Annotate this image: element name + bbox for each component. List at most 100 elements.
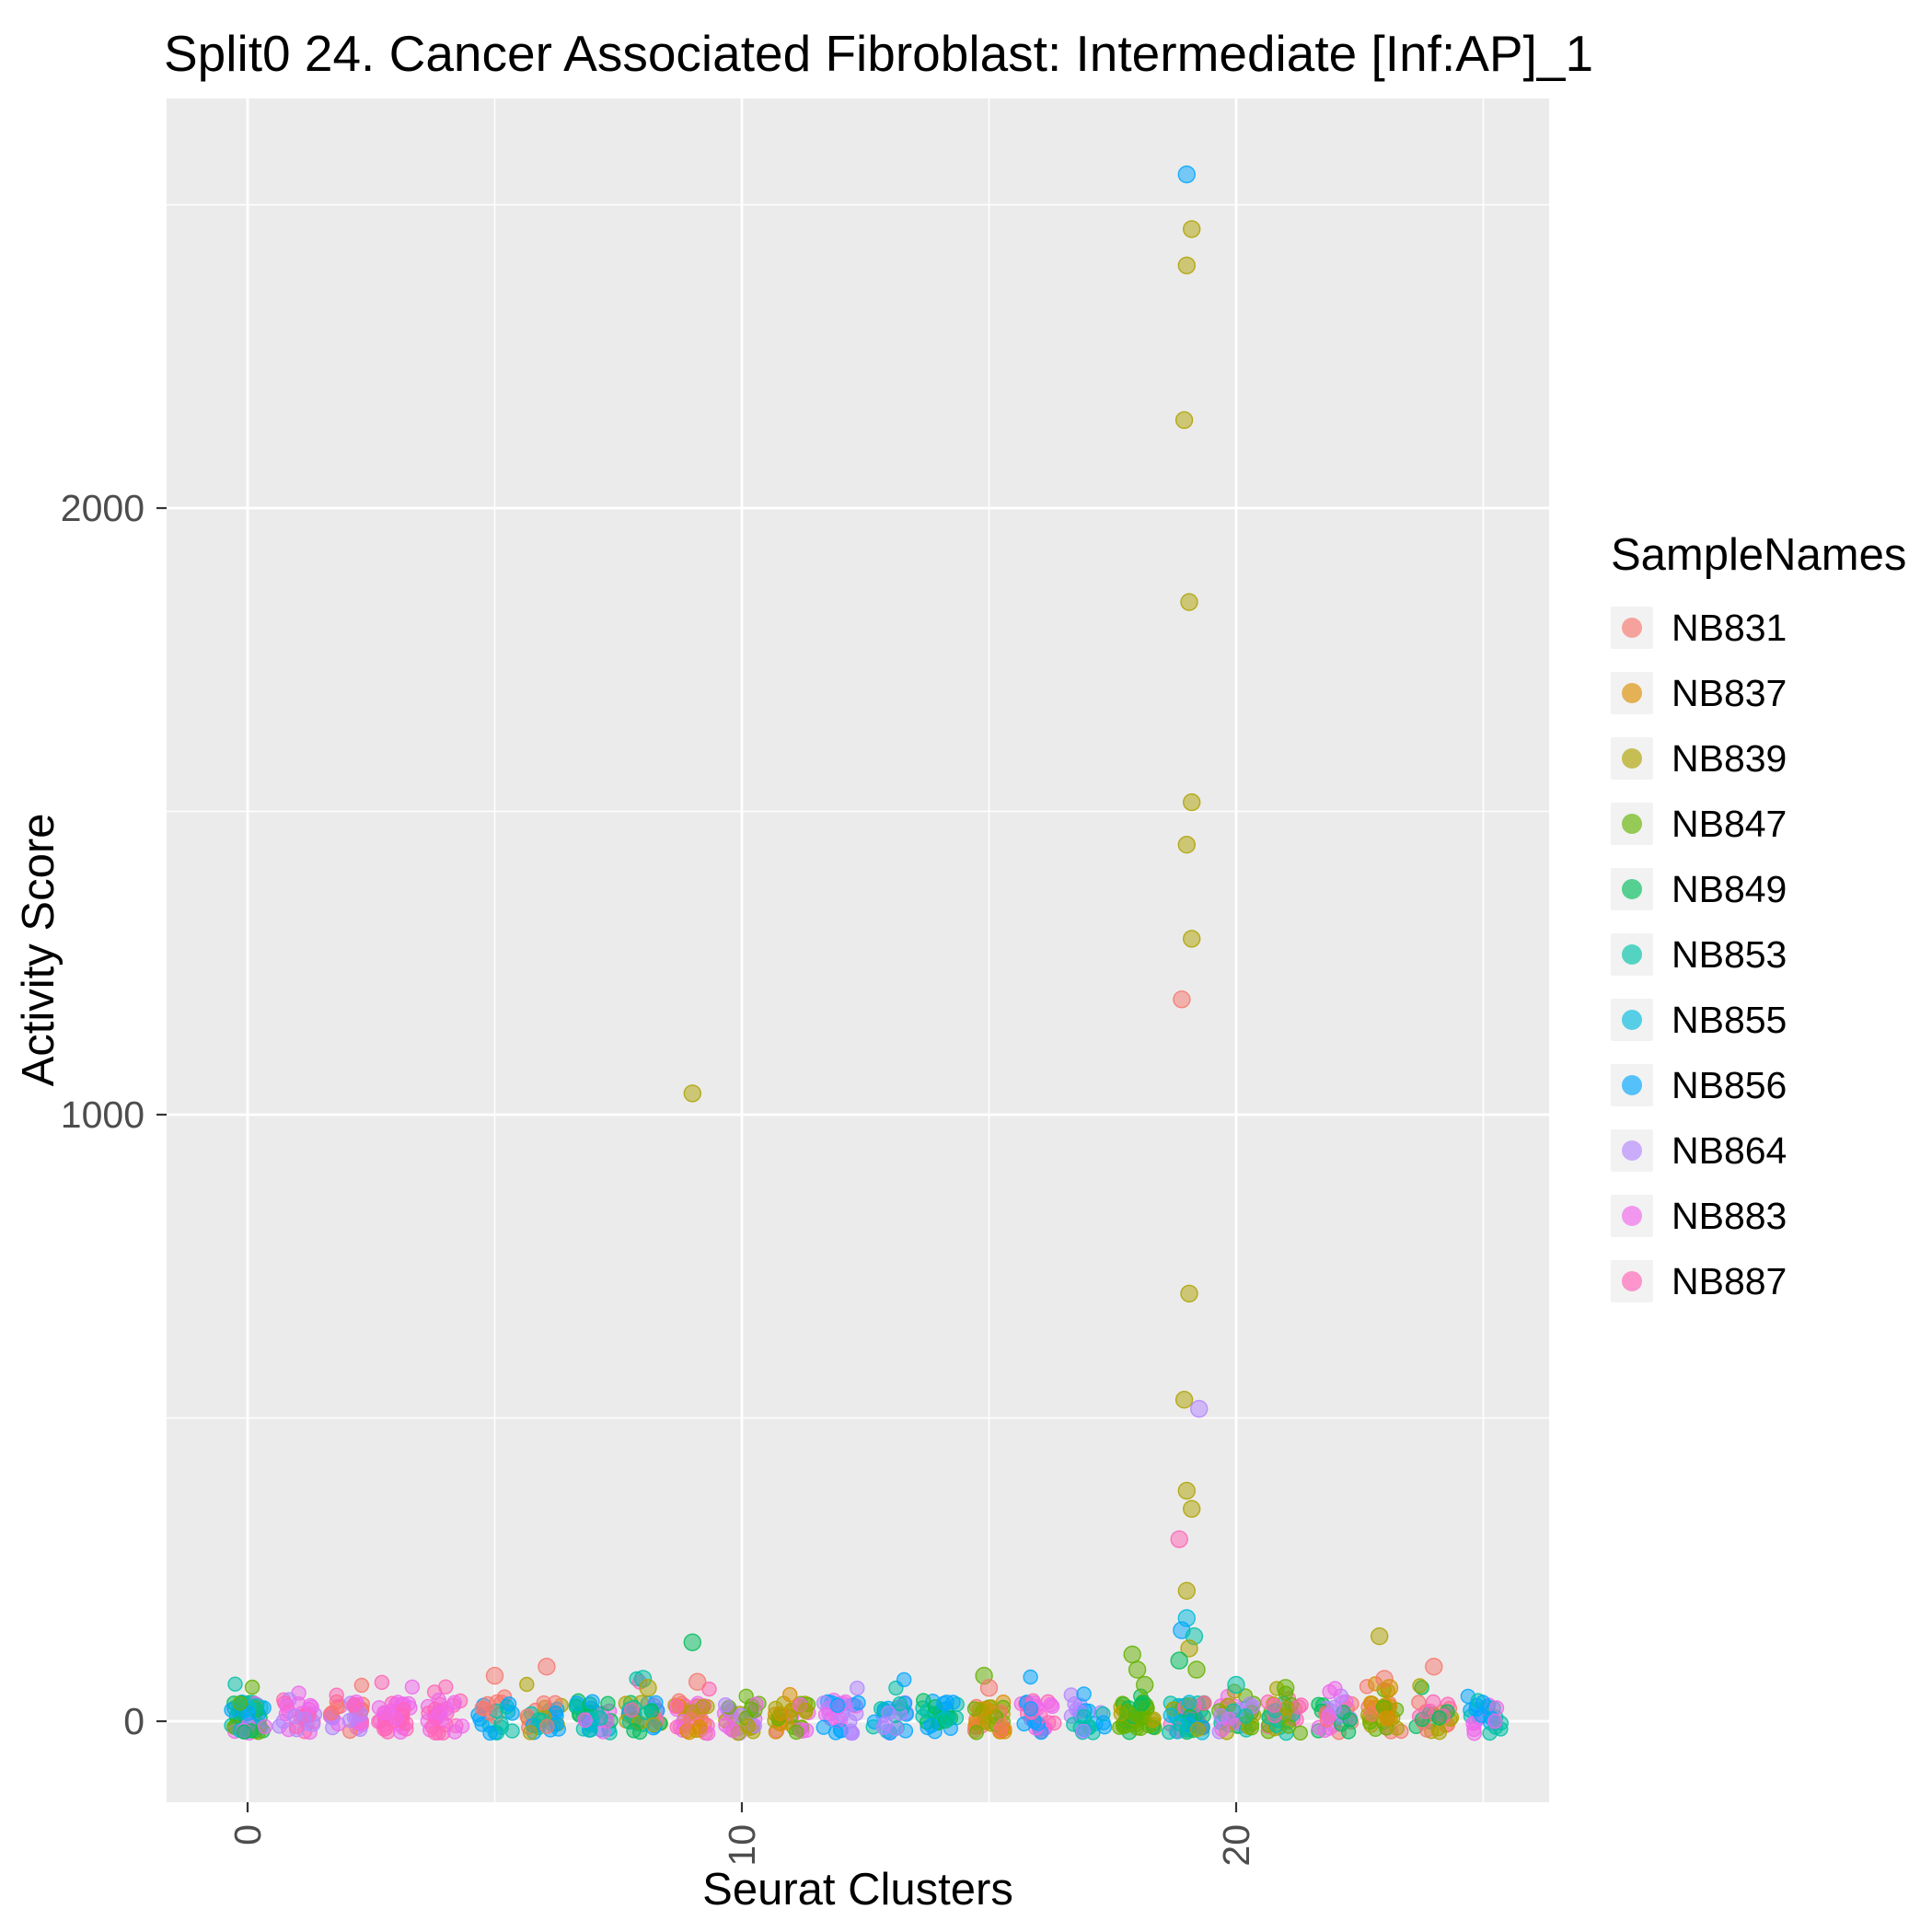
data-point	[892, 1695, 908, 1712]
data-point	[1181, 1695, 1197, 1710]
data-point	[1163, 1707, 1179, 1723]
legend: SampleNames NB831 NB837 NB839 NB847 NB849 NB8…	[1611, 529, 1906, 1325]
data-point	[1023, 1669, 1038, 1685]
data-point	[1214, 1721, 1230, 1738]
panel-background	[167, 98, 1549, 1802]
legend-entry: NB847	[1611, 803, 1906, 845]
data-point	[227, 1676, 243, 1692]
data-point	[1321, 1708, 1336, 1725]
data-point	[1466, 1725, 1482, 1741]
data-point	[454, 1718, 470, 1734]
data-point	[688, 1672, 707, 1691]
data-point	[897, 1672, 912, 1688]
data-point	[782, 1686, 798, 1703]
legend-dot-icon	[1622, 1206, 1642, 1226]
data-point	[1425, 1657, 1443, 1676]
data-point	[568, 1697, 584, 1714]
data-point	[600, 1695, 616, 1711]
data-point	[1182, 930, 1201, 948]
legend-key-swatch	[1611, 607, 1653, 649]
legend-dot-icon	[1622, 618, 1642, 638]
legend-entry-label: NB837	[1672, 671, 1787, 714]
legend-entry-label: NB853	[1672, 932, 1787, 976]
data-point	[1177, 1481, 1197, 1500]
legend-entry: NB837	[1611, 672, 1906, 714]
legend-entry: NB853	[1611, 933, 1906, 976]
data-point	[1047, 1715, 1062, 1731]
data-point	[1118, 1704, 1135, 1720]
legend-dot-icon	[1622, 1010, 1642, 1030]
data-point	[1197, 1695, 1212, 1711]
data-point	[1379, 1710, 1395, 1726]
legend-key-swatch	[1611, 672, 1653, 714]
data-point	[539, 1718, 555, 1735]
legend-entry: NB855	[1611, 999, 1906, 1041]
data-point	[536, 1695, 551, 1711]
data-point	[1182, 1499, 1201, 1519]
legend-entry-label: NB831	[1672, 606, 1787, 649]
data-point	[584, 1694, 600, 1709]
data-point	[240, 1706, 256, 1721]
y-tick-label: 2000	[61, 487, 145, 529]
legend-dot-icon	[1622, 944, 1642, 965]
data-point	[1177, 836, 1197, 854]
data-point	[940, 1712, 955, 1728]
data-point	[850, 1680, 865, 1696]
data-point	[1123, 1645, 1141, 1664]
data-point	[287, 1708, 303, 1724]
data-point	[1170, 1530, 1188, 1549]
legend-key-swatch	[1611, 1195, 1653, 1237]
data-point	[438, 1679, 454, 1695]
legend-entry: NB887	[1611, 1260, 1906, 1302]
data-point	[1174, 411, 1194, 430]
data-point	[691, 1719, 708, 1735]
legend-entry-label: NB849	[1672, 867, 1787, 910]
data-point	[1182, 792, 1201, 812]
data-point	[639, 1705, 654, 1721]
legend-entry-label: NB887	[1672, 1259, 1787, 1302]
data-point	[1244, 1720, 1260, 1736]
data-point	[1189, 1721, 1206, 1738]
data-point	[724, 1722, 741, 1739]
data-point	[1075, 1723, 1092, 1739]
data-point	[816, 1719, 831, 1735]
legend-key-swatch	[1611, 868, 1653, 910]
legend-entry-label: NB856	[1672, 1063, 1787, 1106]
data-point	[1431, 1724, 1448, 1741]
data-point	[374, 1674, 390, 1691]
data-point	[303, 1697, 318, 1714]
x-tick-label: 20	[1215, 1824, 1257, 1867]
data-point	[1043, 1696, 1059, 1713]
legend-dot-icon	[1622, 683, 1642, 703]
data-point	[1128, 1660, 1147, 1679]
legend-entry-label: NB847	[1672, 802, 1787, 845]
data-point	[538, 1657, 556, 1676]
data-point	[1389, 1720, 1405, 1736]
data-point	[1133, 1695, 1150, 1712]
y-tick-label: 1000	[61, 1093, 145, 1136]
legend-dot-icon	[1622, 1075, 1642, 1095]
data-point	[881, 1705, 897, 1721]
data-point	[639, 1679, 657, 1697]
legend-key-swatch	[1611, 999, 1653, 1041]
data-point	[645, 1717, 661, 1733]
data-point	[829, 1697, 846, 1714]
data-point	[1182, 220, 1201, 238]
legend-entry: NB856	[1611, 1064, 1906, 1106]
data-point	[1411, 1695, 1427, 1710]
legend-entry: NB883	[1611, 1195, 1906, 1237]
legend-entry-label: NB883	[1672, 1194, 1787, 1237]
legend-key-swatch	[1611, 933, 1653, 976]
data-point	[788, 1724, 804, 1741]
data-point	[1170, 1651, 1188, 1670]
data-point	[979, 1715, 995, 1730]
data-point	[1431, 1710, 1447, 1726]
data-point	[341, 1712, 358, 1729]
data-point	[624, 1702, 640, 1718]
legend-entry: NB831	[1611, 607, 1906, 649]
legend-entry-label: NB839	[1672, 736, 1787, 780]
data-point	[1187, 1660, 1206, 1679]
data-point	[936, 1695, 952, 1711]
data-point	[501, 1696, 517, 1712]
data-point	[798, 1702, 814, 1718]
